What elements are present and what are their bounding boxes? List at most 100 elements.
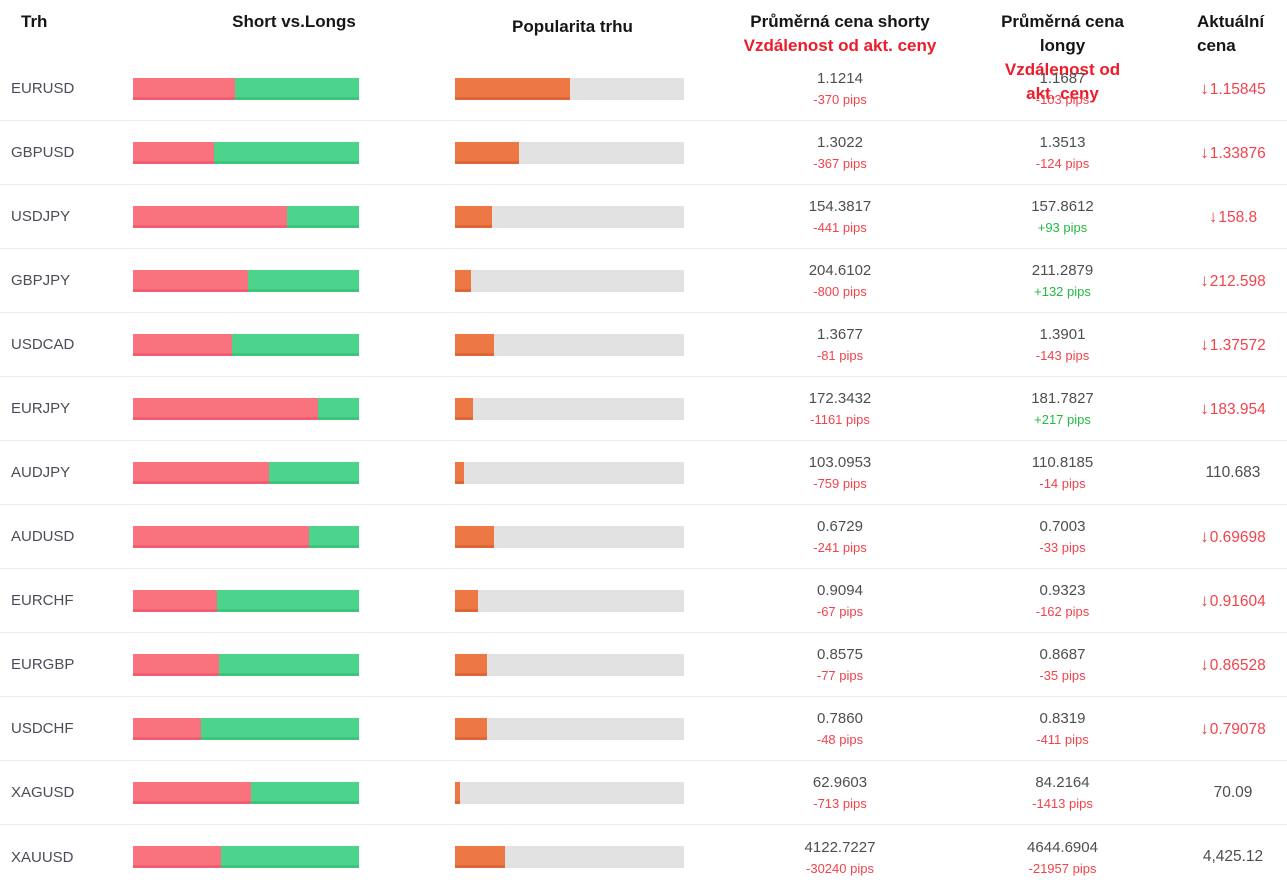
short-price: 4122.7227 <box>804 838 876 856</box>
market-symbol[interactable]: EURCHF <box>11 592 74 609</box>
longs-bar-fill <box>318 397 359 420</box>
current-price: ↓1.33876 <box>1135 143 1287 163</box>
market-symbol[interactable]: USDJPY <box>11 208 71 225</box>
market-symbol[interactable]: AUDJPY <box>11 464 71 481</box>
table-row[interactable]: GBPUSD 1.3022 -367 pips 1.3513 -124 pips… <box>0 121 1287 185</box>
popularity-bar-fill <box>455 781 460 804</box>
header-popularity: Popularita trhu <box>512 17 633 36</box>
long-price: 110.8185 <box>1031 454 1094 471</box>
popularity-bar <box>455 397 684 420</box>
table-row[interactable]: AUDUSD 0.6729 -241 pips 0.7003 -33 pips … <box>0 505 1287 569</box>
market-symbol[interactable]: XAUUSD <box>11 848 74 866</box>
longs-bar-fill <box>268 461 359 484</box>
current-price: ↓0.91604 <box>1135 591 1287 611</box>
short-vs-longs-bar <box>133 653 359 676</box>
table-row[interactable]: GBPJPY 204.6102 -800 pips 211.2879 +132 … <box>0 249 1287 313</box>
market-symbol[interactable]: USDCHF <box>11 720 74 737</box>
short-vs-longs-bar <box>133 77 359 100</box>
shorts-bar-fill <box>133 333 233 356</box>
long-price-cell: 157.8612 +93 pips <box>990 195 1135 238</box>
long-pips: -103 pips <box>1035 92 1090 107</box>
long-pips: -35 pips <box>1039 668 1086 683</box>
table-row[interactable]: XAUUSD 4122.7227 -30240 pips 4644.6904 -… <box>0 825 1287 889</box>
short-price-cell: 0.8575 -77 pips <box>690 643 990 686</box>
popularity-bar <box>455 141 684 164</box>
short-pips: -81 pips <box>816 348 864 363</box>
market-symbol[interactable]: AUDUSD <box>11 528 75 545</box>
table-row[interactable]: USDCAD 1.3677 -81 pips 1.3901 -143 pips … <box>0 313 1287 377</box>
popularity-bar-fill <box>455 589 478 612</box>
short-price-cell: 1.1214 -370 pips <box>690 67 990 110</box>
header-long-price-line1: Průměrná cena longy <box>1001 12 1124 55</box>
current-price: ↓1.15845 <box>1135 79 1287 99</box>
popularity-bar-fill <box>455 333 494 356</box>
down-arrow-icon: ↓ <box>1200 334 1209 354</box>
short-price: 62.9603 <box>812 774 868 791</box>
short-vs-longs-bar <box>133 589 359 612</box>
longs-bar-fill <box>232 333 359 356</box>
market-symbol[interactable]: USDCAD <box>11 336 75 353</box>
popularity-bar-fill <box>455 205 492 228</box>
long-price-cell: 1.3513 -124 pips <box>990 131 1135 174</box>
market-symbol[interactable]: GBPJPY <box>11 272 71 289</box>
market-symbol[interactable]: EURJPY <box>11 400 71 417</box>
short-pips: -370 pips <box>813 92 867 107</box>
current-price: ↓183.954 <box>1135 399 1287 419</box>
current-price-value: 1.33876 <box>1209 144 1266 162</box>
market-symbol[interactable]: GBPUSD <box>11 144 75 161</box>
table-row[interactable]: AUDJPY 103.0953 -759 pips 110.8185 -14 p… <box>0 441 1287 505</box>
popularity-bar <box>455 525 684 548</box>
market-symbol[interactable]: XAGUSD <box>11 784 75 801</box>
table-row[interactable]: EURCHF 0.9094 -67 pips 0.9323 -162 pips … <box>0 569 1287 633</box>
shorts-bar-fill <box>133 397 319 420</box>
table-row[interactable]: EURUSD 1.1214 -370 pips 1.1687 -103 pips… <box>0 57 1287 121</box>
market-symbol[interactable]: EURUSD <box>11 80 75 97</box>
short-price-cell: 0.6729 -241 pips <box>690 515 990 558</box>
shorts-bar-fill <box>133 525 310 548</box>
short-price: 0.6729 <box>817 518 863 535</box>
short-price: 204.6102 <box>808 262 872 279</box>
current-price-value: 212.598 <box>1209 272 1266 290</box>
short-pips: -441 pips <box>813 220 867 235</box>
short-vs-longs-bar <box>133 269 359 292</box>
header-market: Trh <box>21 12 48 31</box>
long-price: 4644.6904 <box>1027 838 1098 856</box>
short-price: 1.3677 <box>817 326 863 343</box>
longs-bar-fill <box>309 525 359 548</box>
long-price-cell: 0.7003 -33 pips <box>990 515 1135 558</box>
table-row[interactable]: USDCHF 0.7860 -48 pips 0.8319 -411 pips … <box>0 697 1287 761</box>
long-pips: -162 pips <box>1035 604 1090 619</box>
shorts-bar-fill <box>133 781 251 804</box>
header-short-price: Průměrná cena shorty Vzdálenost od akt. … <box>690 10 990 58</box>
current-price: ↓212.598 <box>1135 271 1287 291</box>
short-price-cell: 0.9094 -67 pips <box>690 579 990 622</box>
long-pips: -411 pips <box>1036 732 1089 747</box>
table-row[interactable]: EURJPY 172.3432 -1161 pips 181.7827 +217… <box>0 377 1287 441</box>
short-price: 0.9094 <box>817 582 863 599</box>
short-pips: -67 pips <box>816 604 864 619</box>
shorts-bar-fill <box>133 205 287 228</box>
longs-bar-fill <box>214 141 359 164</box>
current-price-value: 0.91604 <box>1209 592 1266 610</box>
current-price: ↓158.8 <box>1135 207 1287 227</box>
short-vs-longs-bar <box>133 333 359 356</box>
long-pips: -14 pips <box>1039 476 1086 491</box>
table-row[interactable]: XAGUSD 62.9603 -713 pips 84.2164 -1413 p… <box>0 761 1287 825</box>
table-row[interactable]: USDJPY 154.3817 -441 pips 157.8612 +93 p… <box>0 185 1287 249</box>
current-price: ↓4,425.12 <box>1135 848 1287 866</box>
popularity-bar <box>455 717 684 740</box>
market-symbol[interactable]: EURGBP <box>11 656 75 673</box>
current-price: ↓0.86528 <box>1135 655 1287 675</box>
popularity-bar-fill <box>455 461 465 484</box>
current-price-value: 1.37572 <box>1209 336 1266 354</box>
popularity-bar-fill <box>455 525 494 548</box>
popularity-bar <box>455 846 684 868</box>
header-short-price-line1: Průměrná cena shorty <box>750 12 930 31</box>
short-price-cell: 103.0953 -759 pips <box>690 451 990 494</box>
long-pips: -21957 pips <box>1028 860 1097 876</box>
table-row[interactable]: EURGBP 0.8575 -77 pips 0.8687 -35 pips ↓… <box>0 633 1287 697</box>
long-price: 0.9323 <box>1039 582 1086 599</box>
longs-bar-fill <box>250 781 359 804</box>
shorts-bar-fill <box>133 846 222 868</box>
short-price: 1.1214 <box>817 70 863 87</box>
